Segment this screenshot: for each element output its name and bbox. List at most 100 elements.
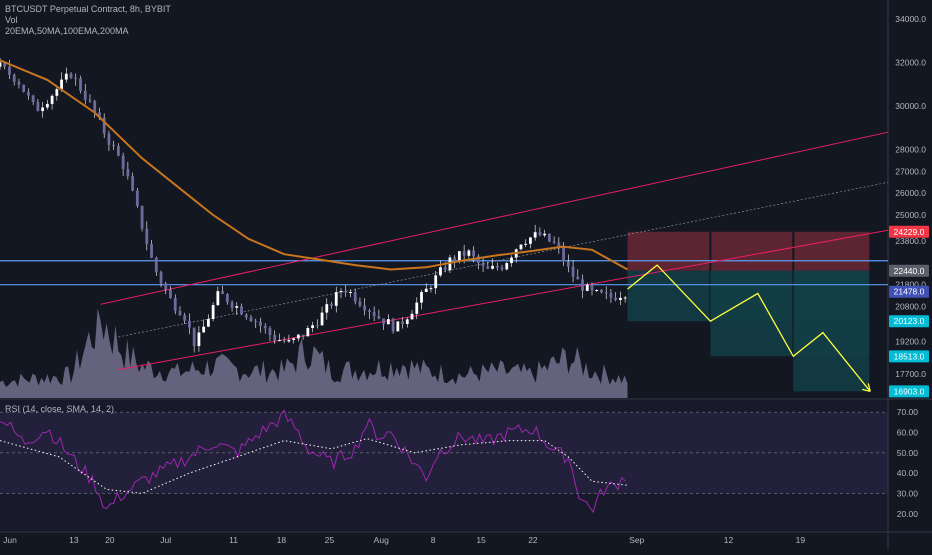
candle <box>315 325 319 327</box>
candle <box>401 321 404 324</box>
candle <box>590 284 594 291</box>
candle <box>604 292 608 294</box>
candle <box>311 325 314 329</box>
candle <box>467 250 471 256</box>
candle <box>434 275 438 289</box>
time-tick-label: 20 <box>105 535 115 545</box>
price-tag <box>889 264 929 277</box>
candle <box>178 310 182 316</box>
candle <box>462 251 466 256</box>
candle <box>566 261 570 267</box>
price-tag <box>889 225 929 238</box>
price-tag-label: 18513.0 <box>894 351 925 361</box>
rsi-pane <box>0 400 888 530</box>
time-tick-label: 12 <box>724 535 734 545</box>
candle <box>259 321 262 326</box>
moving-average-line <box>0 59 628 271</box>
candle <box>93 100 97 113</box>
candle <box>529 237 532 244</box>
price-tick-label: 19200.0 <box>895 336 926 346</box>
candle <box>0 62 2 67</box>
candle <box>510 257 513 264</box>
candle <box>557 242 561 248</box>
indicators-legend[interactable]: 20EMA,50MA,100EMA,200MA <box>5 26 129 36</box>
candle <box>254 321 258 323</box>
candle <box>45 103 49 108</box>
price-tick-label: 30000.0 <box>895 101 926 111</box>
candle <box>240 306 243 315</box>
symbol-title[interactable]: BTCUSDT Perpetual Contract, 8h, BYBIT <box>5 4 171 14</box>
candle <box>50 95 54 104</box>
price-tick-label: 17700.0 <box>895 369 926 379</box>
channel-line <box>118 229 889 371</box>
price-tag <box>889 385 929 398</box>
candle <box>576 276 580 280</box>
candle <box>8 66 11 75</box>
candle <box>519 244 523 250</box>
candle <box>221 291 224 295</box>
candle <box>439 267 442 276</box>
time-tick-label: Sep <box>629 535 644 545</box>
candle <box>88 99 92 101</box>
candle <box>339 291 343 293</box>
candle <box>188 320 191 328</box>
candle <box>619 297 622 301</box>
candle <box>443 267 447 271</box>
candle <box>126 168 130 177</box>
candle <box>60 79 63 90</box>
candle <box>98 112 101 118</box>
candle <box>27 91 30 96</box>
candle <box>278 340 281 342</box>
price-tick-label: 23800.0 <box>895 236 926 246</box>
candle <box>353 291 357 302</box>
price-tick-label: 25000.0 <box>895 210 926 220</box>
rsi-tick-label: 20.00 <box>897 509 919 519</box>
candle <box>410 313 414 320</box>
price-tick-label: 20800.0 <box>895 301 926 311</box>
candle <box>202 326 206 333</box>
candle <box>325 304 329 313</box>
candle <box>154 257 158 273</box>
candle <box>121 155 125 169</box>
candle <box>581 279 584 291</box>
candle <box>344 291 348 293</box>
volume-area <box>0 308 628 398</box>
candle <box>595 290 599 292</box>
candle <box>140 205 144 229</box>
candle <box>41 107 45 112</box>
candle <box>614 297 618 301</box>
price-tag <box>889 285 929 298</box>
channel-midline <box>118 181 889 338</box>
candle <box>330 304 333 306</box>
candle <box>609 293 613 298</box>
candle <box>36 101 40 112</box>
candle <box>206 319 210 327</box>
candle <box>173 298 177 311</box>
candle <box>476 256 480 264</box>
price-tick-label: 27000.0 <box>895 166 926 176</box>
time-tick-label: 18 <box>277 535 287 545</box>
candle <box>547 233 551 242</box>
candle <box>495 265 499 268</box>
candle <box>500 267 504 270</box>
candle <box>192 327 196 347</box>
candle <box>31 95 35 102</box>
candle <box>112 144 116 147</box>
volume-legend[interactable]: Vol <box>5 15 18 25</box>
rsi-legend[interactable]: RSI (14, close, SMA, 14, 2) <box>5 404 115 414</box>
time-tick-label: Jul <box>160 535 171 545</box>
candle <box>211 305 215 320</box>
candle <box>292 338 296 341</box>
candle <box>424 288 428 293</box>
time-tick-label: Jun <box>3 535 17 545</box>
candle <box>372 311 376 317</box>
rsi-tick-label: 60.00 <box>897 428 919 438</box>
candle <box>107 133 111 145</box>
candle <box>481 263 485 267</box>
candle <box>117 146 120 156</box>
price-tag-label: 21478.0 <box>894 287 925 297</box>
candle <box>457 251 461 262</box>
price-tag-label: 22440.0 <box>894 266 925 276</box>
